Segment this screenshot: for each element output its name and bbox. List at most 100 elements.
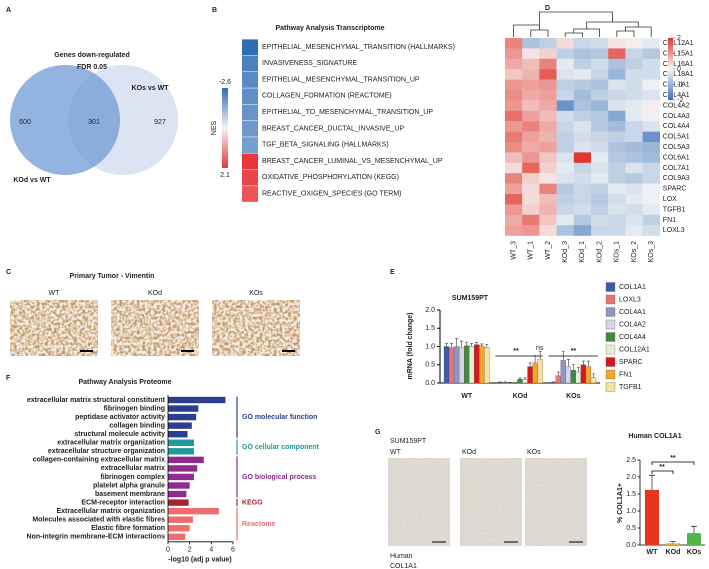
- heat-cell: [573, 48, 592, 59]
- nes-cell: [242, 137, 258, 153]
- heat-cell: [539, 183, 557, 195]
- scale-tick-label: -2: [677, 97, 683, 104]
- bar: [168, 396, 226, 404]
- bar: [502, 382, 508, 384]
- term-label: peptidase activator activity: [75, 414, 165, 421]
- heat-cell: [522, 48, 540, 59]
- bar: [168, 516, 193, 523]
- heat-cell: [505, 38, 523, 49]
- heat-cell: [505, 110, 523, 122]
- column-label: KOs_1: [614, 241, 621, 263]
- group-label: GO biological process: [242, 474, 316, 481]
- heat-cell: [522, 142, 540, 153]
- heat-cell: [642, 173, 660, 184]
- panel-title: Primary Tumor - Vimentin: [70, 273, 155, 280]
- legend-swatch: [605, 294, 616, 305]
- heat-cell: [522, 38, 540, 49]
- heat-cell: [539, 110, 557, 122]
- term-label: Molecules associated with elastic fibres: [32, 517, 165, 524]
- row-label: FN1: [663, 217, 676, 224]
- term-label: extracellular matrix organization: [57, 440, 165, 447]
- x-tick-label: KOs: [687, 549, 702, 556]
- heat-cell: [505, 183, 523, 195]
- legend-label: TGFB1: [619, 384, 642, 391]
- heat-cell: [522, 225, 540, 236]
- error-bar: [533, 355, 537, 363]
- heat-cell: [642, 204, 660, 215]
- heat-cell: [539, 100, 557, 111]
- heat-cell: [556, 110, 574, 122]
- scale-tick-label: 2.1: [220, 172, 230, 179]
- heat-cell: [591, 79, 609, 91]
- heat-cell: [522, 100, 540, 111]
- heat-cell: [573, 194, 592, 205]
- heat-cell: [556, 183, 574, 195]
- heat-cell: [642, 121, 660, 132]
- heat-cell: [505, 131, 523, 143]
- heat-cell: [642, 131, 660, 143]
- heat-cell: [539, 173, 557, 184]
- bar: [168, 507, 219, 515]
- count-label: 600: [19, 119, 31, 126]
- bar: [448, 347, 455, 384]
- image-label: WT: [390, 449, 402, 456]
- heat-cell: [505, 225, 523, 236]
- panel-title: Pathway Analysis Transcriptome: [275, 25, 384, 32]
- heat-cell: [556, 58, 574, 70]
- heat-cell: [573, 69, 592, 80]
- error-bar: [556, 371, 560, 376]
- legend-swatch: [605, 332, 616, 342]
- heat-cell: [556, 173, 574, 184]
- heat-cell: [608, 142, 626, 153]
- legend-label: SPARC: [619, 359, 643, 366]
- bar: [168, 413, 197, 421]
- heat-cell: [556, 38, 574, 49]
- annotation: **: [659, 464, 665, 471]
- x-tick-label: WT: [647, 549, 659, 556]
- heat-cell: [505, 121, 523, 132]
- bar: [168, 465, 198, 472]
- tissue-image: [111, 300, 199, 356]
- term-label: extracellular matrix: [101, 465, 165, 472]
- column-label: KOs_2: [631, 241, 638, 263]
- tissue-image: [10, 300, 98, 356]
- bar: [517, 379, 523, 384]
- heat-cell: [642, 194, 660, 205]
- caption: COL1A1: [390, 563, 417, 569]
- legend-label: COL4A4: [619, 334, 646, 341]
- count-label: 301: [88, 119, 100, 126]
- caption: Human: [390, 553, 413, 560]
- heat-cell: [522, 69, 540, 80]
- heat-cell: [573, 173, 592, 184]
- heat-cell: [505, 142, 523, 153]
- heat-cell: [505, 48, 523, 59]
- bar: [590, 377, 597, 384]
- bar: [687, 533, 701, 545]
- heat-cell: [591, 131, 609, 143]
- heat-cell: [505, 173, 523, 184]
- heat-cell: [608, 152, 626, 163]
- error-bar: [670, 541, 676, 544]
- heat-cell: [625, 38, 643, 49]
- bar: [565, 366, 571, 384]
- heat-cell: [556, 79, 574, 91]
- bar: [560, 360, 566, 384]
- bar: [575, 371, 582, 384]
- legend-label: COL4A1: [619, 309, 646, 316]
- bar: [168, 473, 194, 481]
- heat-cell: [539, 79, 557, 91]
- heat-cell: [522, 162, 540, 174]
- heat-cell: [539, 131, 557, 143]
- heat-cell: [573, 183, 592, 195]
- row-label: LOX: [663, 196, 677, 203]
- ihc-image: [388, 458, 450, 546]
- legend-swatch: [605, 319, 616, 330]
- heat-cell: [522, 152, 540, 163]
- bar: [522, 379, 528, 384]
- bar: [550, 382, 556, 384]
- venn-subtitle: FDR 0.05: [77, 64, 107, 71]
- heat-cell: [625, 142, 643, 153]
- nes-cell: [242, 88, 258, 105]
- heat-cell: [625, 194, 643, 205]
